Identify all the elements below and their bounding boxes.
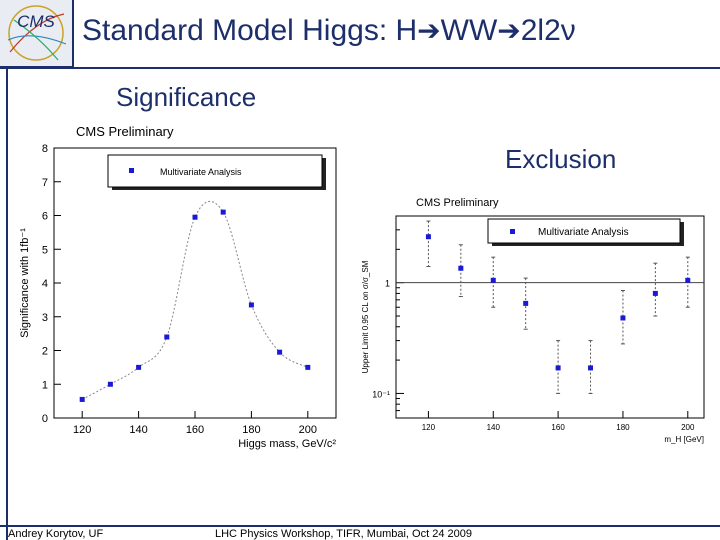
cms-logo: CMS	[0, 0, 74, 68]
x-tick-label: 140	[129, 424, 147, 436]
x-tick-label: 160	[551, 423, 565, 432]
plot-frame	[395, 215, 705, 419]
cms-logo-graphic: CMS	[7, 5, 67, 61]
y-tick-label: 4	[42, 278, 48, 290]
data-point	[523, 300, 529, 306]
significance-chart: CMS Preliminary 0 1 2 3 4 5 6 7 8 120 140 160 180 200 H…	[19, 124, 337, 450]
exclusion-heading: Exclusion	[505, 144, 617, 174]
y-axis-label: Significance with 1fb⁻¹	[19, 228, 31, 338]
y-tick-label: 0	[42, 413, 48, 425]
x-tick-label: 140	[487, 423, 501, 432]
x-tick-label: 200	[681, 423, 695, 432]
data-point	[620, 315, 626, 321]
data-point	[555, 365, 561, 371]
x-tick-label: 180	[616, 423, 630, 432]
legend-label: Multivariate Analysis	[538, 227, 629, 238]
y-tick-label: 8	[42, 143, 48, 155]
title-prefix: Standard Model Higgs: H	[82, 14, 418, 47]
chart-title: CMS Preliminary	[76, 124, 174, 139]
y-tick-label: 6	[42, 211, 48, 223]
data-point	[652, 290, 658, 296]
legend-box	[487, 218, 681, 244]
arrow-icon: ➔	[497, 14, 521, 47]
y-tick-label: 7	[42, 177, 48, 189]
header-divider	[0, 67, 720, 69]
left-border	[6, 68, 8, 540]
data-point	[220, 209, 226, 215]
footer-event: LHC Physics Workshop, TIFR, Mumbai, Oct …	[215, 528, 472, 540]
header: CMS Standard Model Higgs: H➔WW➔2l2ν	[0, 0, 720, 68]
data-point	[248, 302, 254, 308]
data-point	[305, 364, 311, 370]
footer-divider	[0, 525, 720, 527]
data-point	[79, 396, 85, 402]
x-tick-label: 180	[242, 424, 260, 436]
y-tick-label: 10⁻¹	[372, 389, 390, 399]
data-point	[425, 234, 431, 240]
y-tick-label: 5	[42, 244, 48, 256]
title-mid: WW	[440, 14, 498, 47]
legend-marker	[510, 229, 515, 234]
data-point	[588, 365, 594, 371]
chart-title: CMS Preliminary	[416, 197, 499, 209]
title-suffix: 2l2ν	[520, 14, 576, 47]
data-point	[192, 214, 198, 220]
footer-author: Andrey Korytov, UF	[8, 528, 104, 540]
data-point	[277, 349, 283, 355]
data-point	[107, 381, 113, 387]
data-point	[685, 277, 691, 283]
y-tick-label: 1	[385, 279, 390, 289]
legend-marker	[129, 168, 134, 173]
x-tick-label: 120	[73, 424, 91, 436]
fit-curve	[81, 200, 309, 400]
y-axis-label: Upper Limit 0.95 CL on σ/σ_SM	[361, 260, 370, 373]
data-point	[136, 364, 142, 370]
legend-label: Multivariate Analysis	[160, 167, 242, 177]
slide-title: Standard Model Higgs: H➔WW➔2l2ν	[82, 14, 576, 48]
x-tick-label: 200	[299, 424, 317, 436]
x-axis-label: Higgs mass, GeV/c²	[238, 438, 336, 450]
exclusion-chart: CMS Preliminary 10⁻¹ 1 120 140 160 180 200 m_H […	[361, 197, 705, 444]
x-axis-label: m_H [GeV]	[664, 435, 704, 444]
x-tick-label: 160	[186, 424, 204, 436]
x-tick-label: 120	[422, 423, 436, 432]
cms-logo-text: CMS	[17, 12, 55, 31]
legend-box	[107, 154, 323, 188]
data-point	[458, 265, 464, 271]
y-tick-label: 3	[42, 312, 48, 324]
y-tick-label: 1	[42, 379, 48, 391]
y-tick-label: 2	[42, 346, 48, 358]
data-point	[164, 334, 170, 340]
arrow-icon: ➔	[417, 14, 441, 47]
significance-heading: Significance	[116, 82, 257, 112]
data-point	[490, 277, 496, 283]
